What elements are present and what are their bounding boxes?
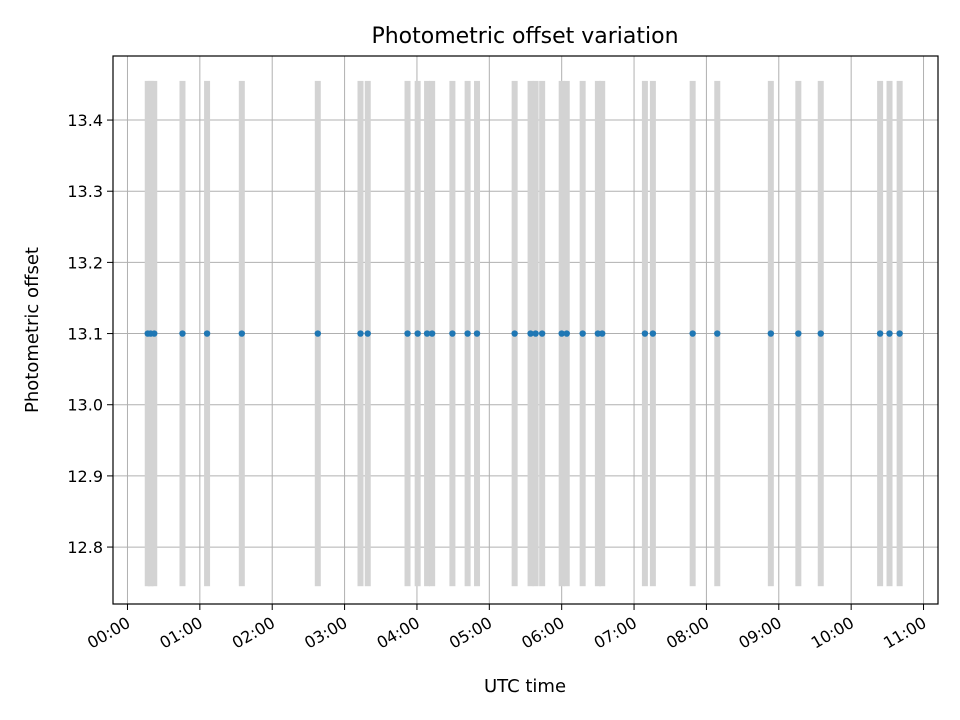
data-point xyxy=(641,330,649,337)
data-points xyxy=(144,330,903,337)
y-tick-label: 13.0 xyxy=(67,396,103,415)
data-point xyxy=(203,330,211,337)
y-tick-label: 13.1 xyxy=(67,325,103,344)
y-tick-label: 12.9 xyxy=(67,467,103,486)
data-point xyxy=(795,330,802,337)
data-point xyxy=(151,330,158,337)
data-point xyxy=(428,330,436,337)
data-point xyxy=(538,330,546,337)
x-axis-label: UTC time xyxy=(484,676,566,697)
data-point xyxy=(179,330,186,337)
data-point xyxy=(511,330,518,337)
data-point xyxy=(473,330,481,337)
data-point xyxy=(238,330,246,337)
data-point xyxy=(649,330,657,337)
data-point xyxy=(817,330,824,337)
data-point xyxy=(563,330,570,337)
data-point xyxy=(357,330,364,337)
y-tick-label: 13.2 xyxy=(67,253,103,272)
data-point xyxy=(896,330,903,337)
data-point xyxy=(558,330,565,337)
data-point xyxy=(404,330,411,337)
y-tick-label: 13.4 xyxy=(67,111,103,130)
data-point xyxy=(414,330,421,337)
data-point xyxy=(464,330,471,337)
data-point xyxy=(449,330,456,337)
y-axis-label: Photometric offset xyxy=(22,247,43,413)
data-point xyxy=(767,330,775,337)
y-tick-label: 13.3 xyxy=(67,182,103,201)
data-point xyxy=(579,330,586,337)
data-point xyxy=(364,330,371,337)
data-point xyxy=(689,330,696,337)
data-point xyxy=(886,330,893,337)
data-point xyxy=(532,330,539,337)
chart-title: Photometric offset variation xyxy=(371,24,678,49)
data-point xyxy=(314,330,322,337)
y-axis-ticks: 12.8 12.9 13.0 13.1 13.2 13.3 13.4 xyxy=(67,111,113,557)
plot-frame xyxy=(112,55,939,605)
data-point xyxy=(714,330,721,337)
y-tick-label: 12.8 xyxy=(67,538,103,557)
data-point xyxy=(876,330,884,337)
data-point xyxy=(599,330,606,337)
data-point xyxy=(527,330,534,337)
data-point xyxy=(423,330,431,337)
